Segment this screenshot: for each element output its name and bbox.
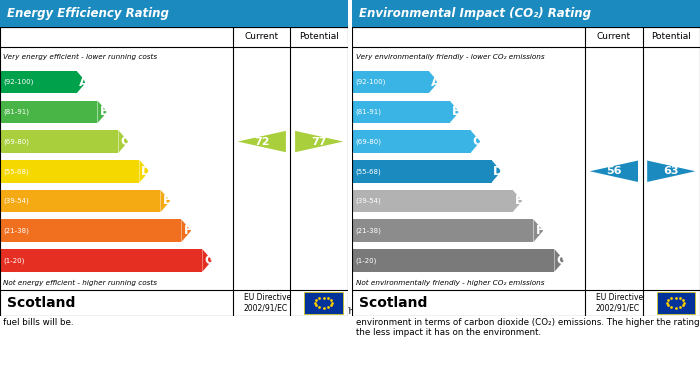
Polygon shape <box>118 130 128 153</box>
Text: B: B <box>452 105 461 118</box>
Text: Current: Current <box>245 32 279 41</box>
Text: D: D <box>141 165 151 178</box>
Text: (39-54): (39-54) <box>356 198 382 204</box>
Text: A: A <box>430 75 440 89</box>
Polygon shape <box>533 219 543 242</box>
Text: Potential: Potential <box>652 32 691 41</box>
Bar <box>352 71 428 93</box>
Text: Not energy efficient - higher running costs: Not energy efficient - higher running co… <box>4 280 158 286</box>
Text: Scotland: Scotland <box>7 296 76 310</box>
Bar <box>0 249 202 272</box>
Bar <box>0 219 181 242</box>
Text: Very environmentally friendly - lower CO₂ emissions: Very environmentally friendly - lower CO… <box>356 54 544 60</box>
Text: Very energy efficient - lower running costs: Very energy efficient - lower running co… <box>4 54 158 60</box>
Bar <box>352 100 449 123</box>
Polygon shape <box>139 160 149 183</box>
Polygon shape <box>449 100 459 123</box>
Text: F: F <box>184 224 192 237</box>
Bar <box>657 292 695 314</box>
Bar <box>0 71 76 93</box>
Polygon shape <box>295 131 343 152</box>
Text: 77: 77 <box>312 136 327 147</box>
Text: E: E <box>515 194 524 208</box>
Bar <box>352 160 491 183</box>
Text: EU Directive
2002/91/EC: EU Directive 2002/91/EC <box>596 293 643 312</box>
Polygon shape <box>554 249 564 272</box>
Text: Potential: Potential <box>300 32 339 41</box>
Text: Scotland: Scotland <box>359 296 428 310</box>
Polygon shape <box>512 190 522 212</box>
Text: 72: 72 <box>254 136 270 147</box>
Text: D: D <box>494 165 503 178</box>
Text: (81-91): (81-91) <box>356 109 382 115</box>
Polygon shape <box>428 71 438 93</box>
Text: (39-54): (39-54) <box>4 198 29 204</box>
Text: Not environmentally friendly - higher CO₂ emissions: Not environmentally friendly - higher CO… <box>356 280 544 286</box>
Polygon shape <box>181 219 191 242</box>
Polygon shape <box>97 100 107 123</box>
Bar <box>0 160 139 183</box>
Text: The energy efficiency rating is a measure of the overall efficiency of a home. T: The energy efficiency rating is a measur… <box>4 307 685 326</box>
Text: (92-100): (92-100) <box>4 79 34 85</box>
Text: 63: 63 <box>664 166 679 176</box>
Polygon shape <box>238 131 286 152</box>
Text: C: C <box>120 135 130 148</box>
Bar <box>304 292 343 314</box>
Polygon shape <box>160 190 170 212</box>
Text: G: G <box>204 254 214 267</box>
Text: The environmental impact rating is a measure of a home's impact on the environme: The environmental impact rating is a mea… <box>356 307 699 337</box>
Text: (69-80): (69-80) <box>4 138 29 145</box>
Text: (81-91): (81-91) <box>4 109 29 115</box>
Text: B: B <box>99 105 109 118</box>
Text: A: A <box>78 75 88 89</box>
Polygon shape <box>590 161 638 182</box>
Text: (21-38): (21-38) <box>356 228 382 234</box>
Bar <box>352 27 700 47</box>
Text: 56: 56 <box>606 166 622 176</box>
Bar <box>0 290 348 316</box>
Bar <box>352 290 700 316</box>
Bar <box>352 130 470 153</box>
Bar <box>0 190 160 212</box>
Text: (69-80): (69-80) <box>356 138 382 145</box>
Text: (92-100): (92-100) <box>356 79 386 85</box>
Polygon shape <box>491 160 501 183</box>
Text: Energy Efficiency Rating: Energy Efficiency Rating <box>7 7 169 20</box>
Text: (21-38): (21-38) <box>4 228 29 234</box>
Polygon shape <box>202 249 212 272</box>
Bar <box>0 27 348 47</box>
Text: (1-20): (1-20) <box>356 257 377 264</box>
Polygon shape <box>470 130 480 153</box>
Polygon shape <box>648 161 695 182</box>
Text: F: F <box>536 224 545 237</box>
Bar <box>0 100 97 123</box>
Text: (55-68): (55-68) <box>356 168 382 174</box>
Text: Environmental Impact (CO₂) Rating: Environmental Impact (CO₂) Rating <box>359 7 591 20</box>
Bar <box>352 249 554 272</box>
Text: C: C <box>473 135 482 148</box>
Bar <box>0 130 118 153</box>
Text: E: E <box>163 194 172 208</box>
Text: G: G <box>556 254 566 267</box>
Text: EU Directive
2002/91/EC: EU Directive 2002/91/EC <box>244 293 290 312</box>
Text: (55-68): (55-68) <box>4 168 29 174</box>
Text: Current: Current <box>597 32 631 41</box>
Text: (1-20): (1-20) <box>4 257 25 264</box>
Polygon shape <box>76 71 86 93</box>
Bar <box>352 190 512 212</box>
Bar <box>352 219 533 242</box>
